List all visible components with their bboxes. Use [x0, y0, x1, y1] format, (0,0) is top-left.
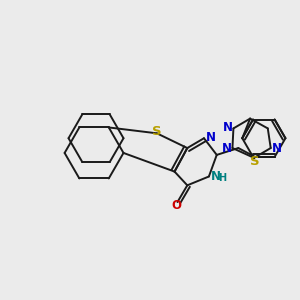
Text: H: H — [218, 173, 226, 184]
Text: S: S — [152, 125, 162, 138]
Text: N: N — [211, 170, 221, 183]
Text: S: S — [250, 155, 260, 168]
Text: N: N — [272, 142, 282, 154]
Text: N: N — [221, 142, 232, 154]
Text: O: O — [172, 200, 182, 212]
Text: N: N — [222, 121, 233, 134]
Text: N: N — [206, 131, 216, 144]
